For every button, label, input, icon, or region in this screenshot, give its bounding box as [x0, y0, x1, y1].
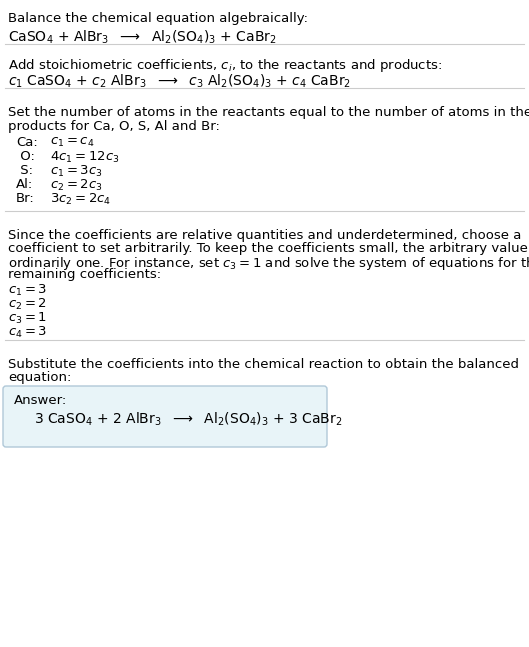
Text: Br:: Br: — [16, 192, 35, 205]
Text: Add stoichiometric coefficients, $c_i$, to the reactants and products:: Add stoichiometric coefficients, $c_i$, … — [8, 57, 442, 74]
Text: Since the coefficients are relative quantities and underdetermined, choose a: Since the coefficients are relative quan… — [8, 229, 522, 242]
Text: $4 c_1 = 12 c_3$: $4 c_1 = 12 c_3$ — [50, 150, 120, 165]
Text: S:: S: — [16, 164, 33, 177]
Text: $3 c_2 = 2 c_4$: $3 c_2 = 2 c_4$ — [50, 192, 111, 207]
Text: Set the number of atoms in the reactants equal to the number of atoms in the: Set the number of atoms in the reactants… — [8, 106, 529, 119]
FancyBboxPatch shape — [3, 386, 327, 447]
Text: equation:: equation: — [8, 371, 71, 384]
Text: ordinarily one. For instance, set $c_3 = 1$ and solve the system of equations fo: ordinarily one. For instance, set $c_3 =… — [8, 255, 529, 272]
Text: $c_2 = 2 c_3$: $c_2 = 2 c_3$ — [50, 178, 103, 193]
Text: CaSO$_4$ + AlBr$_3$  $\longrightarrow$  Al$_2$(SO$_4$)$_3$ + CaBr$_2$: CaSO$_4$ + AlBr$_3$ $\longrightarrow$ Al… — [8, 29, 277, 47]
Text: remaining coefficients:: remaining coefficients: — [8, 268, 161, 281]
Text: $c_1 = c_4$: $c_1 = c_4$ — [50, 136, 95, 149]
Text: Ca:: Ca: — [16, 136, 38, 149]
Text: O:: O: — [16, 150, 35, 163]
Text: Al:: Al: — [16, 178, 33, 191]
Text: 3 CaSO$_4$ + 2 AlBr$_3$  $\longrightarrow$  Al$_2$(SO$_4$)$_3$ + 3 CaBr$_2$: 3 CaSO$_4$ + 2 AlBr$_3$ $\longrightarrow… — [34, 411, 342, 428]
Text: Substitute the coefficients into the chemical reaction to obtain the balanced: Substitute the coefficients into the che… — [8, 358, 519, 371]
Text: $c_1 = 3$: $c_1 = 3$ — [8, 283, 47, 298]
Text: products for Ca, O, S, Al and Br:: products for Ca, O, S, Al and Br: — [8, 120, 220, 133]
Text: $c_1 = 3 c_3$: $c_1 = 3 c_3$ — [50, 164, 103, 179]
Text: $c_3 = 1$: $c_3 = 1$ — [8, 311, 47, 326]
Text: $c_1$ CaSO$_4$ + $c_2$ AlBr$_3$  $\longrightarrow$  $c_3$ Al$_2$(SO$_4$)$_3$ + $: $c_1$ CaSO$_4$ + $c_2$ AlBr$_3$ $\longri… — [8, 73, 351, 91]
Text: Answer:: Answer: — [14, 394, 67, 407]
Text: $c_4 = 3$: $c_4 = 3$ — [8, 325, 47, 340]
Text: $c_2 = 2$: $c_2 = 2$ — [8, 297, 47, 312]
Text: Balance the chemical equation algebraically:: Balance the chemical equation algebraica… — [8, 12, 308, 25]
Text: coefficient to set arbitrarily. To keep the coefficients small, the arbitrary va: coefficient to set arbitrarily. To keep … — [8, 242, 529, 255]
